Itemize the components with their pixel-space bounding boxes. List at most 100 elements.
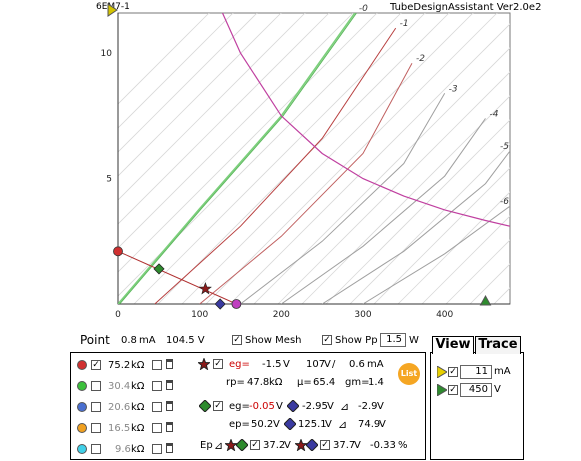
resistor-checkbox[interactable] <box>91 444 101 454</box>
clipboard-icon[interactable] <box>166 422 173 432</box>
point-label: Point <box>80 333 110 347</box>
mesh-line <box>118 13 258 153</box>
mesh-line <box>325 119 510 304</box>
curve-label: -4 <box>490 109 499 119</box>
mesh-line <box>118 13 354 249</box>
ma-range-input[interactable]: 11 <box>460 365 492 379</box>
ep2-label: ep= <box>229 419 250 430</box>
eg2-unit: V <box>276 401 283 412</box>
marker-star <box>198 282 212 295</box>
eg-value: -1.5 <box>262 359 282 370</box>
plate-curve <box>362 205 510 304</box>
point-current: 0.8 <box>121 335 137 346</box>
show-pp-checkbox[interactable]: ✓ <box>322 335 332 345</box>
ma-range-checkbox[interactable]: ✓ <box>448 367 458 377</box>
v-range-arrow <box>479 294 492 306</box>
resistor-lock-checkbox[interactable] <box>152 423 162 433</box>
ma-range-arrow <box>107 3 118 17</box>
mesh-line <box>205 13 498 304</box>
diamond-checkbox[interactable]: ✓ <box>213 401 223 411</box>
resistor-lock-checkbox[interactable] <box>152 381 162 391</box>
resistor-checkbox[interactable] <box>91 402 101 412</box>
resistor-lock-checkbox[interactable] <box>152 360 162 370</box>
power-curve <box>221 13 510 227</box>
v-range-checkbox[interactable]: ✓ <box>448 385 458 395</box>
blue-diamond-icon-3 <box>306 439 318 451</box>
epd-checkbox[interactable]: ✓ <box>250 440 260 450</box>
plate-curve <box>154 27 397 304</box>
mesh-line <box>181 13 474 304</box>
show-mesh-checkbox[interactable]: ✓ <box>232 335 242 345</box>
star-checkbox[interactable]: ✓ <box>213 359 223 369</box>
delta-icon-3: ⊿ <box>214 439 224 452</box>
curve-label: -0 <box>359 4 368 14</box>
slash-separator: / <box>332 359 336 370</box>
list-button[interactable]: List <box>398 363 420 385</box>
mu-label: μ= <box>297 377 312 388</box>
x-tick-label: 0 <box>115 310 121 320</box>
plate-curve <box>240 93 446 304</box>
plate-curve <box>118 13 356 304</box>
resistor-value[interactable]: 30.4 <box>108 381 131 392</box>
show-pp-label: Show Pp <box>335 335 378 346</box>
plate-curve <box>199 62 413 304</box>
star-icon-3 <box>295 439 307 451</box>
mesh-line <box>277 71 510 304</box>
rp-unit: kΩ <box>269 377 283 388</box>
yellow-triangle-icon <box>437 366 447 378</box>
marker-circle <box>113 246 123 257</box>
resistor-value[interactable]: 9.6 <box>115 444 131 455</box>
curve-label: -1 <box>400 19 409 29</box>
clipboard-icon[interactable] <box>166 380 173 390</box>
delta-eg-unit: V <box>377 401 384 412</box>
resistor-value[interactable]: 16.5 <box>108 423 131 434</box>
mesh-line <box>118 13 234 129</box>
color-dot-icon <box>77 423 87 433</box>
resistor-lock-checkbox[interactable] <box>152 402 162 412</box>
marker-diamond <box>153 263 165 275</box>
plate-curve-alt <box>119 13 357 304</box>
eg-label: eg= <box>229 359 250 370</box>
v-range-input[interactable]: 450 <box>460 383 492 397</box>
mesh-line <box>118 13 330 225</box>
tab-view[interactable]: View <box>432 336 474 354</box>
epd-label: Ep <box>200 440 213 451</box>
resistor-checkbox[interactable]: ✓ <box>91 360 101 370</box>
point-voltage: 104.5 V <box>166 335 205 346</box>
blue-diamond-icon-2 <box>284 418 296 430</box>
resistor-value[interactable]: 20.6 <box>108 402 131 413</box>
epd1-value: 37.2 <box>263 440 286 451</box>
epd2-checkbox[interactable]: ✓ <box>320 440 330 450</box>
point-current-unit: mA <box>139 335 156 346</box>
resistor-value[interactable]: 75.2 <box>108 360 131 371</box>
resistor-checkbox[interactable] <box>91 381 101 391</box>
pp-value-input[interactable]: 1.5 <box>380 333 406 347</box>
clipboard-icon[interactable] <box>166 443 173 453</box>
resistor-unit: kΩ <box>131 444 145 455</box>
eg3-value: -2.95 <box>302 401 328 412</box>
curve-label: -5 <box>500 142 509 152</box>
ep3-unit: V <box>325 419 332 430</box>
mesh-line <box>397 191 510 304</box>
color-dot-icon <box>77 381 87 391</box>
plate-curve <box>321 150 510 304</box>
mesh-line <box>373 167 510 304</box>
clipboard-icon[interactable] <box>166 359 173 369</box>
delta-icon: ⊿ <box>340 400 350 413</box>
resistor-checkbox[interactable] <box>91 423 101 433</box>
curve-label: -3 <box>449 84 458 94</box>
eg2-label: eg= <box>229 401 250 412</box>
plate-curve-plot[interactable]: 0 100 200 300 400 5 10 -0 -1 -2 -3 -4 -5 -6 <box>0 0 581 330</box>
tab-trace[interactable]: Trace <box>475 336 521 354</box>
clipboard-icon[interactable] <box>166 401 173 411</box>
green-triangle-icon <box>437 384 447 396</box>
y-tick-label: 10 <box>101 49 113 59</box>
pp-unit: W <box>409 335 419 346</box>
mesh-line <box>518 4 581 304</box>
plate-curve <box>281 118 486 304</box>
resistor-unit: kΩ <box>131 402 145 413</box>
resistor-lock-checkbox[interactable] <box>152 444 162 454</box>
mesh-line <box>133 13 426 304</box>
rp-label: rp= <box>226 377 245 388</box>
x-tick-label: 300 <box>354 310 371 320</box>
